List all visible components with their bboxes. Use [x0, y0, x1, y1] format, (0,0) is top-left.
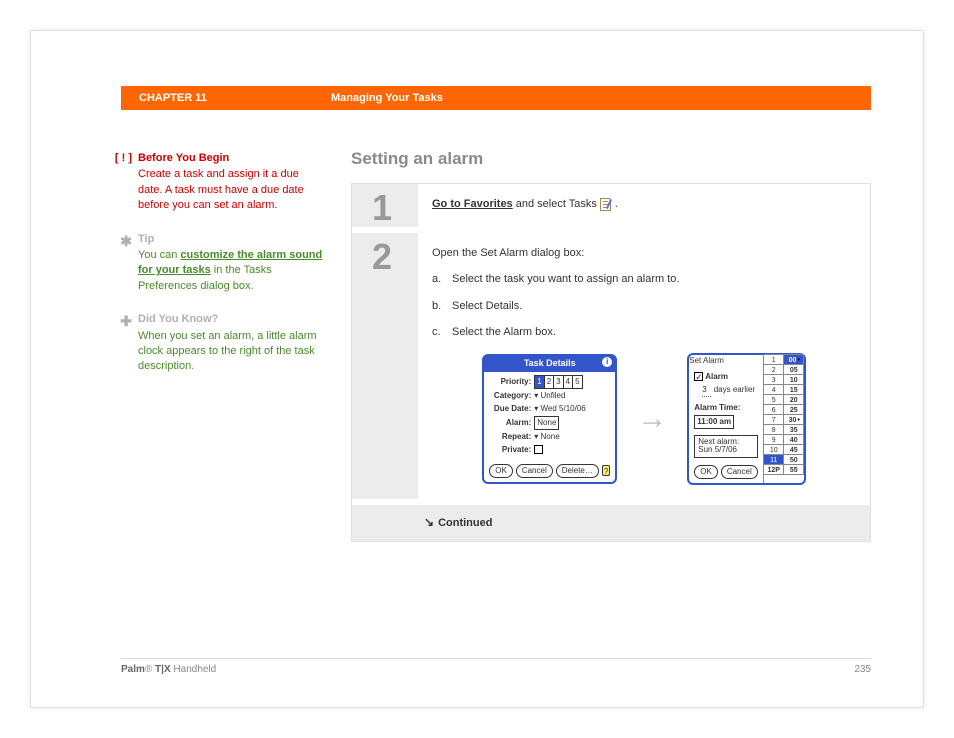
- step-1-content: Go to Favorites and select Tasks .: [412, 184, 870, 227]
- sub-step-b: b.Select Details.: [432, 298, 856, 315]
- hours-column[interactable]: 123456789101112P: [764, 355, 784, 484]
- page-footer: Palm® T|X Handheld 235: [121, 658, 871, 675]
- chapter-number: CHAPTER 11: [121, 92, 331, 104]
- alarm-check-label: Alarm: [705, 371, 728, 383]
- footer-brand: Palm® T|X Handheld: [121, 664, 216, 675]
- alarm-time-box[interactable]: 11:00 am: [694, 415, 734, 429]
- step-number: 2: [352, 233, 412, 500]
- dialog-title: Task Detailsi: [484, 356, 615, 372]
- dyk-title: Did You Know?: [138, 312, 323, 327]
- cancel-button[interactable]: Cancel: [721, 465, 758, 479]
- days-row: 3 days earlier: [694, 384, 757, 397]
- step-1: 1 Go to Favorites and select Tasks .: [352, 184, 870, 233]
- favorites-link[interactable]: Go to Favorites: [432, 198, 513, 210]
- before-you-begin-block: [ ! ] Before You Begin Create a task and…: [108, 151, 323, 214]
- next-alarm-box: Next alarm: Sun 5/7/06: [694, 435, 757, 459]
- due-date-label: Due Date:: [489, 403, 534, 415]
- alarm-checkbox[interactable]: [694, 372, 703, 381]
- help-icon[interactable]: ?: [602, 465, 610, 476]
- category-label: Category:: [489, 390, 534, 402]
- step-2-intro: Open the Set Alarm dialog box:: [432, 245, 856, 262]
- alarm-time-label: Alarm Time:: [694, 402, 740, 414]
- steps-container: 1 Go to Favorites and select Tasks . 2 O…: [351, 183, 871, 542]
- tip-body: You can customize the alarm sound for yo…: [138, 248, 323, 294]
- main-content: Setting an alarm 1 Go to Favorites and s…: [351, 149, 871, 542]
- dyk-body: When you set an alarm, a little alarm cl…: [138, 329, 323, 375]
- alert-icon: [ ! ]: [108, 151, 132, 166]
- delete-button[interactable]: Delete…: [556, 464, 599, 478]
- priority-segments[interactable]: 12345: [534, 375, 582, 389]
- page-number: 235: [854, 664, 871, 675]
- ok-button[interactable]: OK: [489, 464, 513, 478]
- cancel-button[interactable]: Cancel: [516, 464, 553, 478]
- step-number: 1: [352, 184, 412, 227]
- plus-icon: ✚: [108, 312, 132, 332]
- task-details-dialog: Task Detailsi Priority: 12345 Category:U…: [482, 354, 617, 484]
- days-value[interactable]: 3: [702, 384, 710, 397]
- alarm-check-row: Alarm: [694, 371, 757, 383]
- chapter-title: Managing Your Tasks: [331, 92, 443, 104]
- tasks-icon: [600, 197, 615, 211]
- info-icon[interactable]: i: [602, 357, 612, 367]
- step-2-content: Open the Set Alarm dialog box: a.Select …: [412, 233, 870, 500]
- step-2: 2 Open the Set Alarm dialog box: a.Selec…: [352, 233, 870, 506]
- tip-title: Tip: [138, 232, 323, 247]
- private-label: Private:: [489, 444, 534, 456]
- continued-row: ↘ Continued: [352, 505, 870, 541]
- did-you-know-block: ✚ Did You Know? When you set an alarm, a…: [108, 312, 323, 375]
- step-1-period: .: [615, 198, 618, 210]
- days-label: days earlier: [714, 384, 755, 396]
- priority-label: Priority:: [489, 376, 534, 388]
- sub-steps: a.Select the task you want to assign an …: [432, 271, 856, 341]
- page: CHAPTER 11 Managing Your Tasks [ ! ] Bef…: [30, 30, 924, 708]
- tip-block: ✱ Tip You can customize the alarm sound …: [108, 232, 323, 295]
- chapter-header: CHAPTER 11 Managing Your Tasks: [121, 86, 871, 110]
- alarm-label: Alarm:: [489, 417, 534, 429]
- sub-step-a: a.Select the task you want to assign an …: [432, 271, 856, 288]
- time-columns: 123456789101112P 00051015202530354045505…: [763, 355, 804, 484]
- sidebar: [ ! ] Before You Begin Create a task and…: [108, 151, 323, 393]
- continued-arrow-icon: ↘: [424, 515, 434, 529]
- repeat-dropdown[interactable]: None: [534, 431, 559, 443]
- dialog-title: Set Alarm: [689, 355, 762, 367]
- category-dropdown[interactable]: Unfiled: [534, 390, 565, 402]
- alarm-box[interactable]: None: [534, 416, 559, 430]
- asterisk-icon: ✱: [108, 232, 132, 252]
- dialogs-row: Task Detailsi Priority: 12345 Category:U…: [432, 353, 856, 486]
- ok-button[interactable]: OK: [694, 465, 718, 479]
- arrow-icon: →: [637, 396, 667, 441]
- private-checkbox[interactable]: [534, 445, 543, 454]
- continued-label: Continued: [438, 517, 492, 529]
- section-title: Setting an alarm: [351, 149, 871, 169]
- before-body: Create a task and assign it a due date. …: [138, 167, 323, 213]
- step-1-text: and select Tasks: [513, 198, 600, 210]
- tip-text-before: You can: [138, 249, 180, 261]
- minutes-column[interactable]: 000510152025303540455055: [784, 355, 804, 484]
- set-alarm-dialog: Set Alarm Alarm 3 days earlier Alarm Time…: [687, 353, 805, 486]
- repeat-label: Repeat:: [489, 431, 534, 443]
- next-alarm-value: Sun 5/7/06: [698, 446, 753, 455]
- before-title: Before You Begin: [138, 151, 323, 166]
- sub-step-c: c.Select the Alarm box.: [432, 324, 856, 341]
- due-date-dropdown[interactable]: Wed 5/10/06: [534, 403, 585, 415]
